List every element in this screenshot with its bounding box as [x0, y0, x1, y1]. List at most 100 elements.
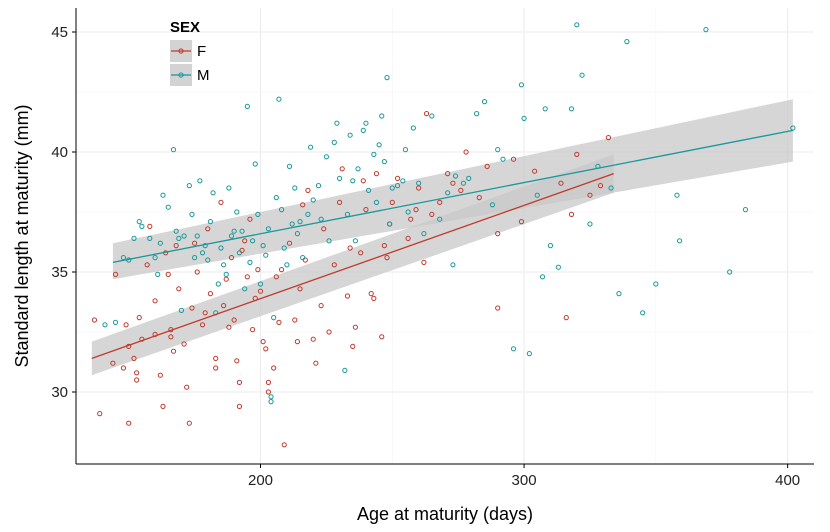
y-tick-label: 45	[51, 24, 68, 41]
legend-marker-m	[178, 72, 184, 78]
data-point-f	[173, 243, 179, 249]
data-point-f	[276, 319, 282, 325]
y-tick-label: 35	[51, 264, 68, 281]
data-point-m	[170, 147, 177, 153]
data-point-f	[421, 259, 427, 265]
data-point-f	[563, 315, 569, 321]
data-point-m	[703, 27, 709, 33]
data-point-m	[674, 192, 680, 198]
data-point-f	[120, 365, 127, 371]
data-point-m	[474, 111, 480, 117]
data-point-m	[742, 207, 749, 213]
data-point-m	[500, 156, 506, 162]
data-point-m	[257, 281, 264, 287]
data-point-m	[653, 281, 659, 287]
data-point-m	[790, 125, 796, 131]
data-point-f	[249, 327, 256, 333]
data-point-f	[236, 379, 243, 385]
data-point-f	[223, 276, 229, 282]
data-point-m	[371, 151, 377, 157]
data-point-f	[574, 151, 580, 157]
data-point-f	[147, 223, 153, 229]
data-point-m	[355, 166, 361, 172]
x-tick-label: 400	[775, 472, 800, 489]
confidence-band-m	[112, 99, 793, 280]
data-point-f	[202, 310, 208, 316]
data-point-f	[157, 372, 163, 378]
data-point-m	[466, 175, 472, 181]
data-point-m	[727, 269, 733, 275]
data-point-f	[181, 341, 187, 347]
data-point-m	[173, 228, 179, 234]
data-point-m	[579, 72, 585, 78]
data-point-f	[326, 329, 332, 335]
data-point-f	[242, 238, 248, 244]
data-point-f	[331, 262, 337, 268]
data-point-m	[305, 211, 311, 217]
data-point-f	[205, 226, 211, 232]
plot-area: 200 300 400 30 35 40 45	[51, 8, 814, 489]
data-point-f	[263, 346, 269, 352]
data-point-f	[278, 267, 285, 273]
data-point-m	[421, 231, 427, 237]
data-point-f	[310, 336, 316, 342]
y-axis-label: Standard length at maturity (mm)	[12, 104, 32, 367]
data-point-f	[379, 334, 385, 340]
data-point-m	[365, 187, 372, 193]
data-point-f	[199, 322, 206, 328]
data-point-m	[587, 221, 593, 227]
data-point-m	[273, 195, 279, 201]
legend-label-m: M	[197, 67, 210, 84]
data-point-m	[376, 142, 382, 148]
data-point-m	[165, 204, 171, 210]
data-point-f	[450, 180, 456, 186]
data-point-m	[160, 192, 166, 198]
data-point-m	[450, 262, 456, 268]
data-point-m	[152, 255, 158, 261]
data-point-f	[381, 243, 387, 249]
data-point-f	[236, 403, 243, 409]
data-point-f	[110, 360, 116, 366]
data-point-m	[307, 144, 314, 150]
data-point-f	[373, 171, 380, 177]
data-point-f	[131, 355, 137, 361]
data-point-f	[302, 257, 308, 263]
data-point-m	[342, 367, 348, 373]
data-point-m	[534, 192, 540, 198]
data-point-f	[165, 271, 171, 277]
data-point-m	[336, 175, 343, 181]
data-point-m	[452, 173, 459, 179]
data-point-m	[289, 221, 295, 227]
data-point-m	[510, 346, 517, 352]
data-point-m	[542, 106, 548, 112]
data-point-m	[518, 82, 525, 88]
data-point-f	[568, 211, 575, 217]
fit-line-m	[112, 129, 794, 264]
data-point-f	[189, 305, 195, 311]
data-point-f	[194, 269, 200, 275]
data-point-m	[176, 235, 182, 241]
y-tick-label: 40	[51, 144, 68, 161]
data-point-f	[221, 303, 227, 309]
data-point-m	[102, 322, 108, 328]
data-point-f	[97, 411, 103, 417]
data-point-m	[247, 259, 253, 265]
data-point-f	[360, 178, 366, 184]
data-point-m	[445, 190, 451, 196]
data-point-f	[281, 442, 287, 448]
data-point-m	[215, 281, 221, 287]
data-point-f	[587, 192, 593, 198]
data-point-m	[326, 238, 332, 244]
data-point-m	[228, 233, 235, 239]
data-point-f	[423, 111, 430, 117]
data-point-m	[318, 216, 324, 222]
data-point-m	[199, 250, 206, 256]
data-point-m	[547, 243, 554, 249]
data-point-m	[221, 262, 227, 268]
data-point-m	[210, 190, 216, 196]
data-point-m	[300, 255, 306, 261]
data-point-f	[339, 166, 345, 172]
data-point-f	[294, 339, 300, 345]
data-point-f	[112, 271, 119, 277]
